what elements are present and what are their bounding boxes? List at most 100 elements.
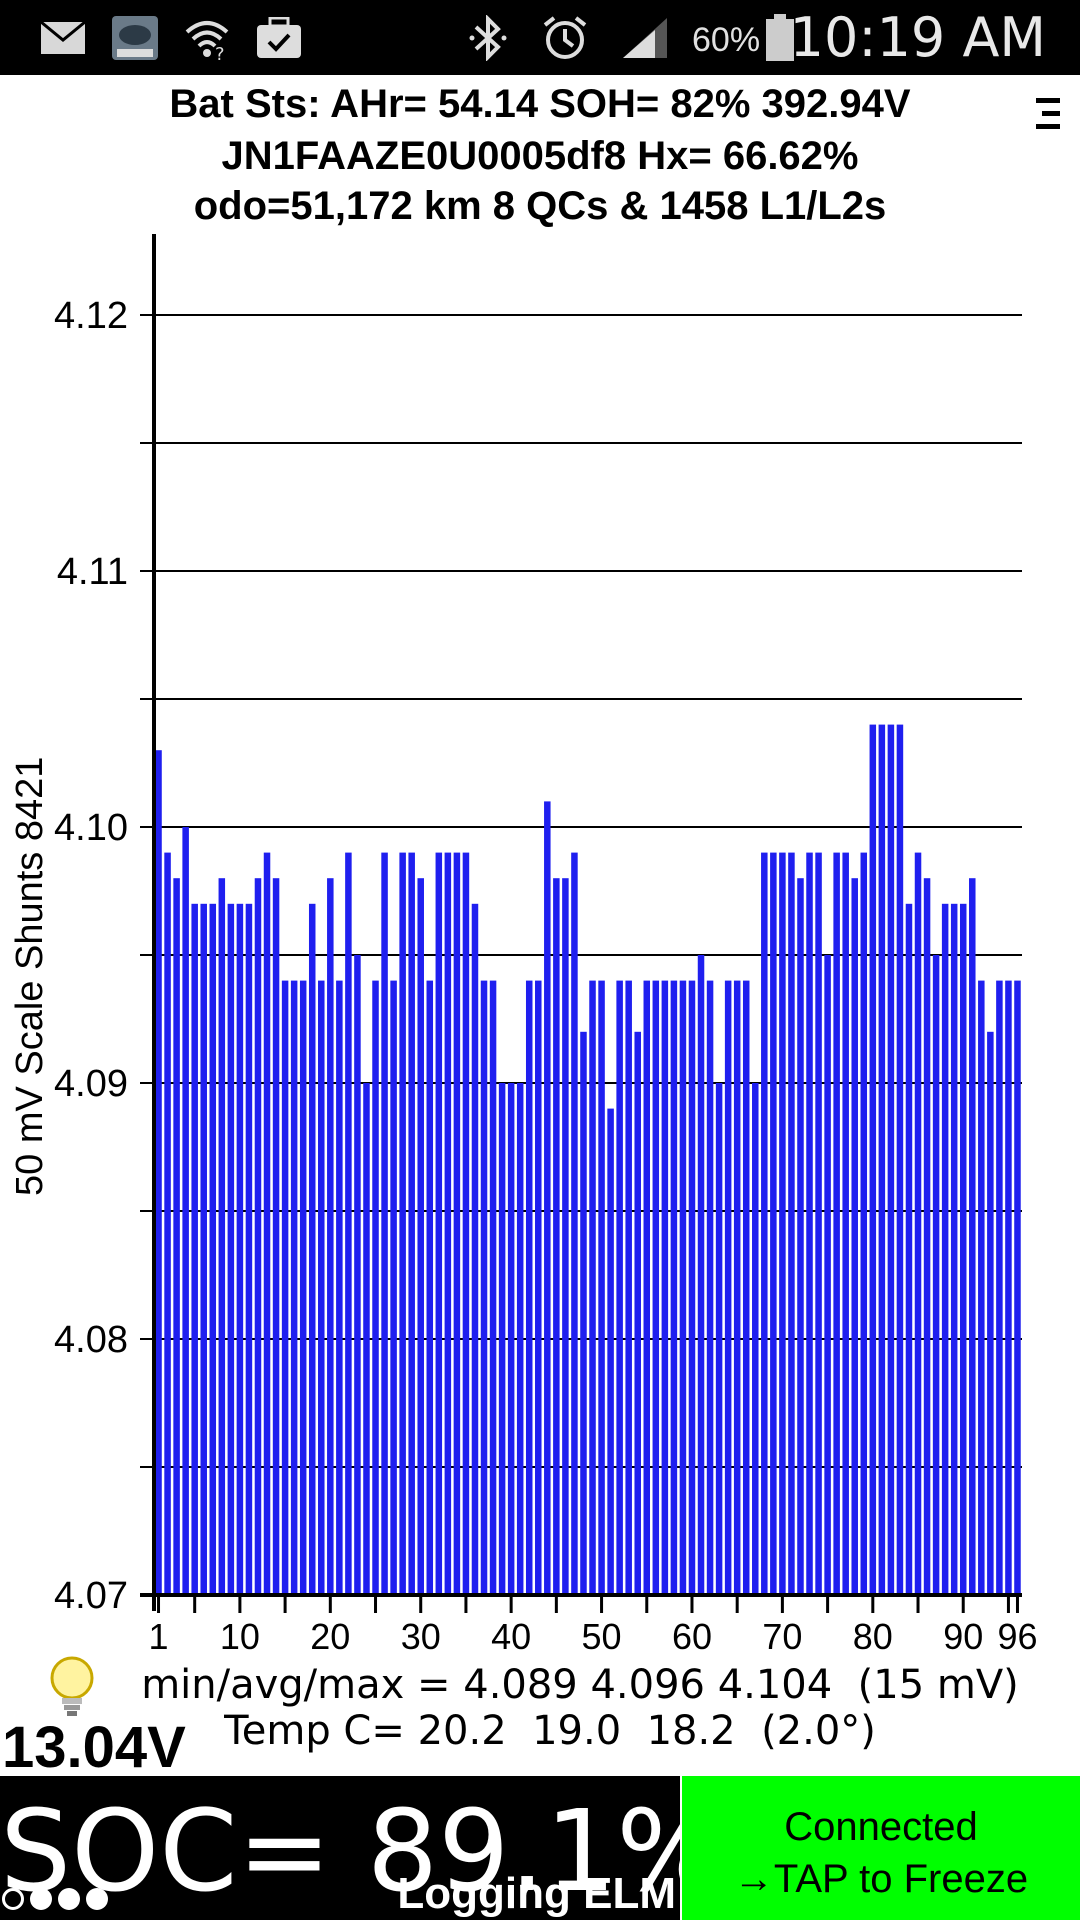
battery-status-line: Bat Sts: AHr= 54.14 SOH= 82% 392.94V xyxy=(169,82,911,126)
battery-percent: 60% xyxy=(692,21,761,59)
cell-bar xyxy=(281,980,289,1595)
cell-bar xyxy=(616,980,623,1595)
cell-bar xyxy=(399,852,406,1595)
cell-bar xyxy=(797,878,804,1595)
cell-bar xyxy=(390,980,397,1595)
cell-bar xyxy=(453,852,461,1595)
cell-bar xyxy=(607,1108,614,1595)
cell-bar xyxy=(299,980,307,1595)
cell-bar xyxy=(480,980,488,1595)
cell-bar xyxy=(191,903,198,1595)
progress-dots xyxy=(2,1888,108,1910)
cell-bar xyxy=(209,903,217,1595)
cell-bar xyxy=(236,903,244,1595)
x-tick-label: 10 xyxy=(220,1616,260,1657)
cell-bar xyxy=(652,980,660,1595)
soc-panel[interactable]: SOC= 89.1% Logging ELM xyxy=(0,1776,680,1920)
cell-bar xyxy=(959,903,967,1595)
cell-bar xyxy=(697,955,705,1595)
work-briefcase-icon xyxy=(254,14,304,62)
lightbulb-icon[interactable] xyxy=(44,1654,100,1718)
axes xyxy=(140,234,1022,1613)
x-tick-label: 70 xyxy=(762,1616,802,1657)
alarm-icon xyxy=(540,14,590,62)
cell-bar xyxy=(679,980,687,1595)
cell-bar xyxy=(544,801,551,1595)
dot xyxy=(30,1888,52,1910)
cell-bar xyxy=(969,878,976,1595)
menu-icon[interactable] xyxy=(1032,94,1066,134)
soc-value: SOC= 89.1% xyxy=(0,1787,680,1917)
cell-bar xyxy=(381,852,388,1595)
cell-bar xyxy=(164,852,171,1595)
cell-bar xyxy=(535,980,542,1595)
cell-bar xyxy=(263,852,271,1595)
x-tick-label: 40 xyxy=(491,1616,531,1657)
cell-bar xyxy=(914,852,922,1595)
app-thumbnail-icon xyxy=(110,14,160,62)
cell-bar xyxy=(788,852,795,1595)
bars xyxy=(155,724,1021,1595)
cell-bar xyxy=(670,980,678,1595)
y-tick-label: 4.09 xyxy=(54,1063,128,1105)
connected-label: Connected xyxy=(784,1805,978,1849)
odometer-line: odo=51,172 km 8 QCs & 1458 L1/L2s xyxy=(193,184,887,228)
x-tick-label: 30 xyxy=(401,1616,441,1657)
cell-bar xyxy=(444,852,452,1595)
cell-bar xyxy=(489,980,497,1595)
cell-bar xyxy=(598,980,605,1595)
cell-bar xyxy=(896,724,904,1595)
status-time: 10:19 AM xyxy=(789,6,1046,69)
y-tick-labels: 4.12 4.11 4.10 4.09 4.08 4.07 xyxy=(54,295,128,1617)
aux-voltage: 13.04V xyxy=(2,1715,186,1780)
cell-bar xyxy=(435,852,443,1595)
y-tick-label: 4.10 xyxy=(54,807,128,849)
cell-bar xyxy=(200,903,207,1595)
x-tick-label: 60 xyxy=(672,1616,712,1657)
cell-bar xyxy=(525,980,533,1595)
cell-bar xyxy=(761,852,768,1595)
cell-bar xyxy=(752,1083,759,1595)
cell-bar xyxy=(842,852,849,1595)
cell-bar xyxy=(824,955,831,1595)
signal-icon xyxy=(620,14,670,62)
cell-bar xyxy=(923,878,931,1595)
cell-bar xyxy=(589,980,596,1595)
cell-bar xyxy=(345,852,352,1595)
cell-bar xyxy=(869,724,877,1595)
cell-voltage-chart: 4.12 4.11 4.10 4.09 4.08 4.07 1 10 20 30 40 50 60 70… xyxy=(54,234,1038,1657)
dot xyxy=(58,1888,80,1910)
dot xyxy=(2,1888,24,1910)
cell-bar xyxy=(318,980,325,1595)
cell-bar xyxy=(254,878,262,1595)
vin-line: JN1FAAZE0U0005df8 Hx= 66.62% xyxy=(221,134,859,178)
cell-bar xyxy=(950,903,958,1595)
y-tick-label: 4.08 xyxy=(54,1319,128,1361)
cell-bar xyxy=(471,903,479,1595)
cell-bar xyxy=(878,724,886,1595)
cell-bar xyxy=(815,852,822,1595)
cell-bar xyxy=(634,1031,641,1595)
cell-bar xyxy=(905,903,913,1595)
cell-bar xyxy=(941,903,949,1595)
cell-bar xyxy=(182,827,189,1595)
cell-bar xyxy=(643,980,651,1595)
cell-bar xyxy=(272,878,280,1595)
svg-text:?: ? xyxy=(215,44,225,60)
cell-bar xyxy=(155,750,162,1595)
x-tick-label: 80 xyxy=(853,1616,893,1657)
cell-bar xyxy=(336,980,343,1595)
dot xyxy=(86,1888,108,1910)
cell-bar xyxy=(770,852,777,1595)
mail-icon xyxy=(38,14,88,62)
connect-button[interactable]: Connected →TAP to Freeze xyxy=(682,1776,1080,1920)
cell-bar xyxy=(688,980,696,1595)
cell-bar xyxy=(978,980,985,1595)
bluetooth-icon xyxy=(466,14,510,62)
x-tick-label: 90 xyxy=(943,1616,983,1657)
cell-bar xyxy=(987,1031,994,1595)
cell-bar xyxy=(507,1083,515,1595)
cell-bar xyxy=(724,980,732,1595)
cell-bar xyxy=(580,1031,587,1595)
cell-bar xyxy=(372,980,379,1595)
